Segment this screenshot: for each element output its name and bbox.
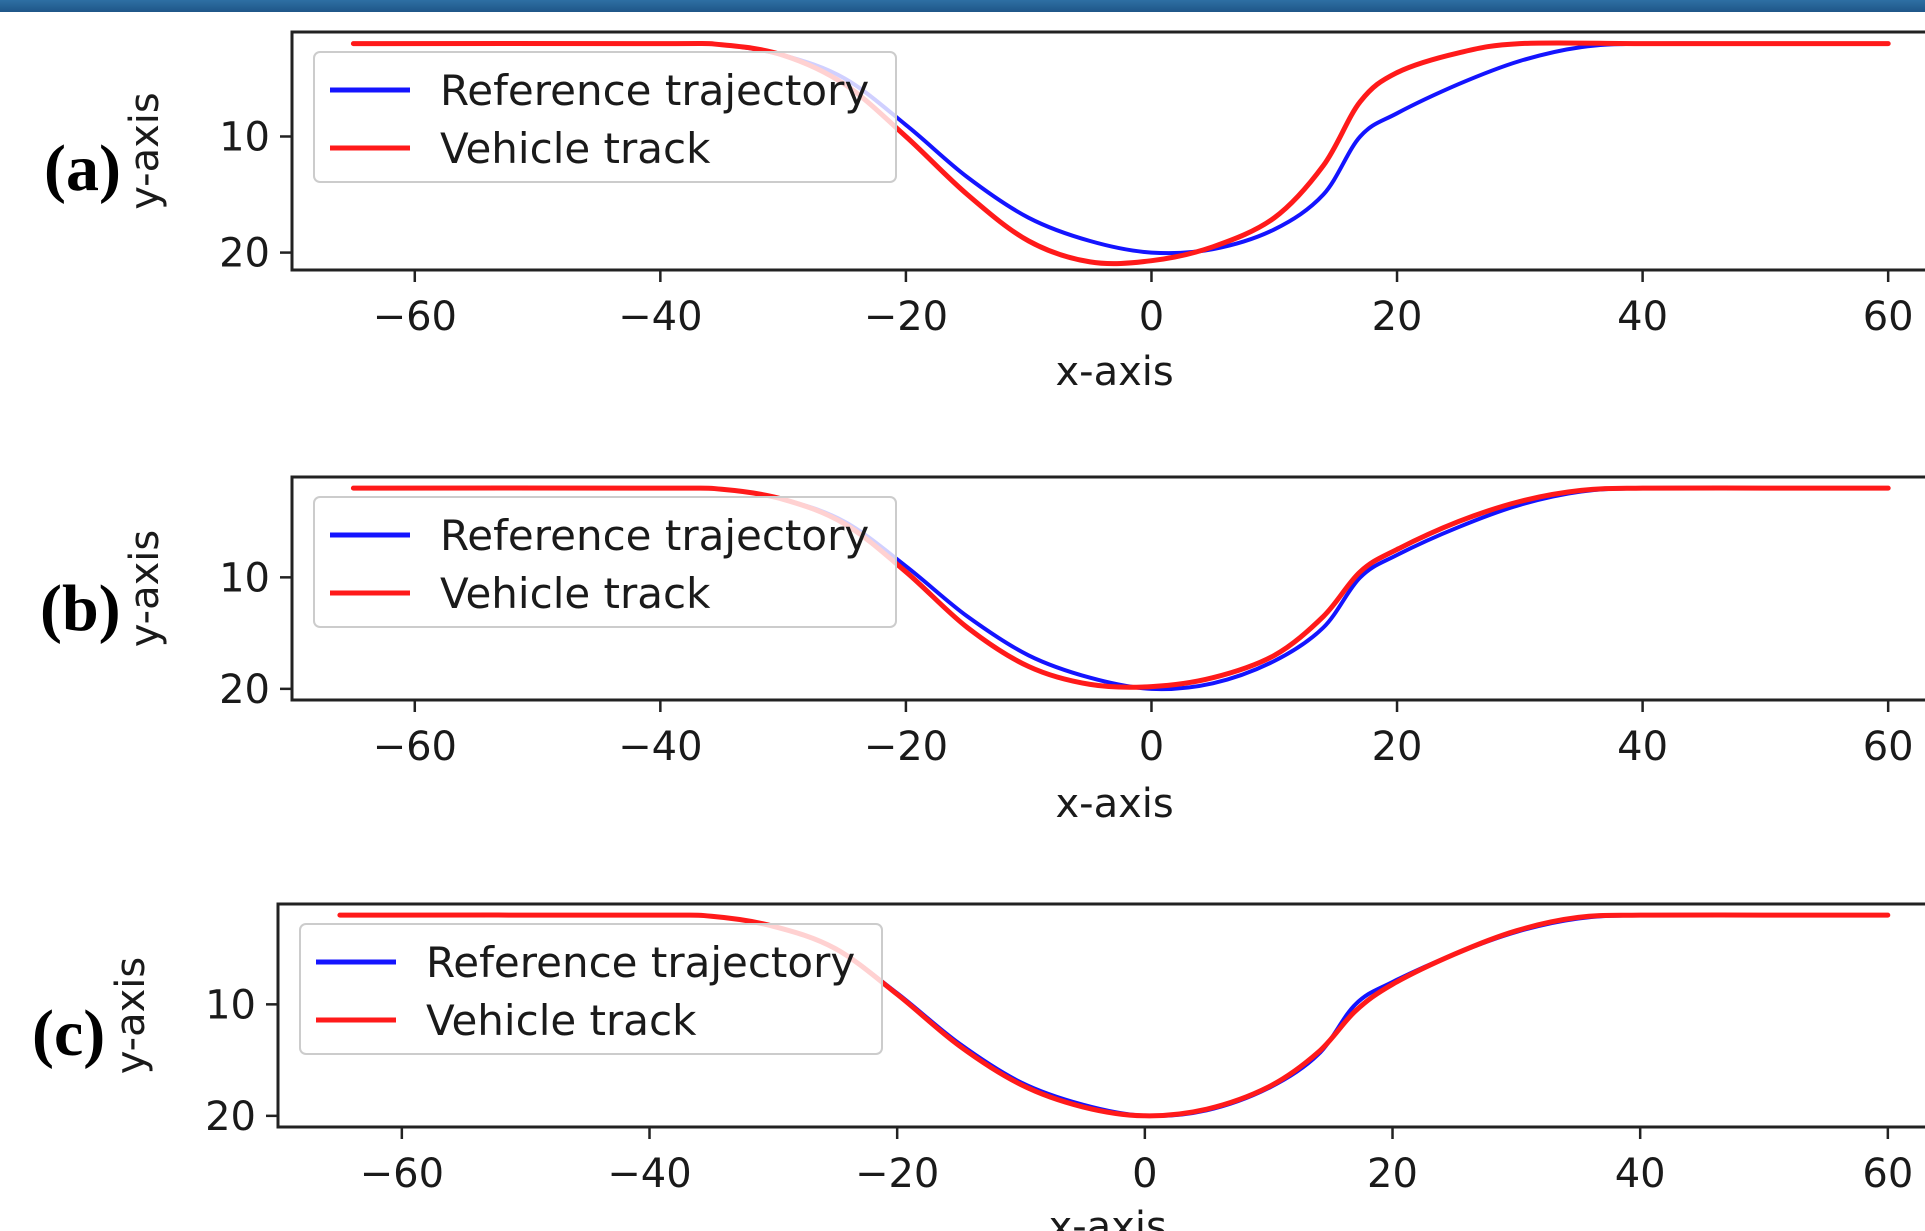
chart-panel: −60 −40 −20 0 20 40 60 10 20 x-axis y-axis(a) Refer… [44, 30, 1925, 395]
x-tick-label: −60 [373, 294, 457, 340]
x-tick-label: 0 [1139, 294, 1164, 340]
y-axis-label: y-axis [108, 957, 154, 1075]
panel-label: (c) [32, 997, 105, 1070]
x-tick-label: 40 [1617, 724, 1668, 770]
x-axis-label: x-axis [1049, 1204, 1167, 1231]
legend-entry: Reference trajectory [440, 511, 869, 560]
x-tick-label: −60 [373, 724, 457, 770]
x-tick-label: 0 [1132, 1151, 1157, 1197]
x-tick-label: 60 [1862, 1151, 1913, 1197]
y-tick-label: 20 [205, 1094, 256, 1140]
y-tick-label: 10 [219, 555, 270, 601]
x-tick-label: −40 [607, 1151, 691, 1197]
x-tick-label: −20 [855, 1151, 939, 1197]
x-tick-label: 20 [1372, 294, 1423, 340]
vehicle-track-line [350, 485, 1891, 690]
x-tick-label: 20 [1367, 1151, 1418, 1197]
y-tick-label: 20 [219, 231, 270, 277]
plot-frame [290, 30, 1925, 272]
x-tick-label: −20 [864, 724, 948, 770]
legend-entry: Reference trajectory [440, 66, 869, 115]
x-axis-label: x-axis [1056, 349, 1174, 395]
x-tick-label: 20 [1372, 724, 1423, 770]
header-bar [0, 0, 1925, 12]
plot-frame [290, 475, 1925, 702]
x-tick-label: −20 [864, 294, 948, 340]
legend-box [299, 923, 883, 1055]
vehicle-track-line [350, 40, 1891, 267]
x-tick-label: −40 [618, 294, 702, 340]
legend-entry: Reference trajectory [426, 938, 855, 987]
y-axis-label: y-axis [122, 530, 168, 648]
x-tick-label: 60 [1863, 294, 1914, 340]
y-tick-label: 10 [205, 982, 256, 1028]
x-axis-label: x-axis [1056, 781, 1174, 827]
legend-box [313, 496, 897, 628]
panel-label: (a) [44, 132, 121, 205]
y-tick-label: 20 [219, 667, 270, 713]
legend-entry: Vehicle track [440, 124, 711, 173]
x-tick-label: 0 [1139, 724, 1164, 770]
x-tick-label: 40 [1617, 294, 1668, 340]
chart-panel: −60 −40 −20 0 20 40 60 10 20 x-axis y-axis(b) Refer… [40, 475, 1925, 827]
x-tick-label: 60 [1863, 724, 1914, 770]
x-tick-label: 40 [1615, 1151, 1666, 1197]
y-axis-label: y-axis [122, 92, 168, 210]
plot-frame [276, 902, 1925, 1129]
chart-panel: −60 −40 −20 0 20 40 60 10 20 x-axis y-axis(c) Refer… [32, 902, 1925, 1231]
legend-entry: Vehicle track [440, 569, 711, 618]
x-tick-label: −60 [360, 1151, 444, 1197]
y-tick-label: 10 [219, 114, 270, 160]
legend-box [313, 51, 897, 183]
x-tick-label: −40 [618, 724, 702, 770]
vehicle-track-line [337, 912, 1891, 1119]
legend-entry: Vehicle track [426, 996, 697, 1045]
panel-label: (b) [40, 572, 121, 645]
